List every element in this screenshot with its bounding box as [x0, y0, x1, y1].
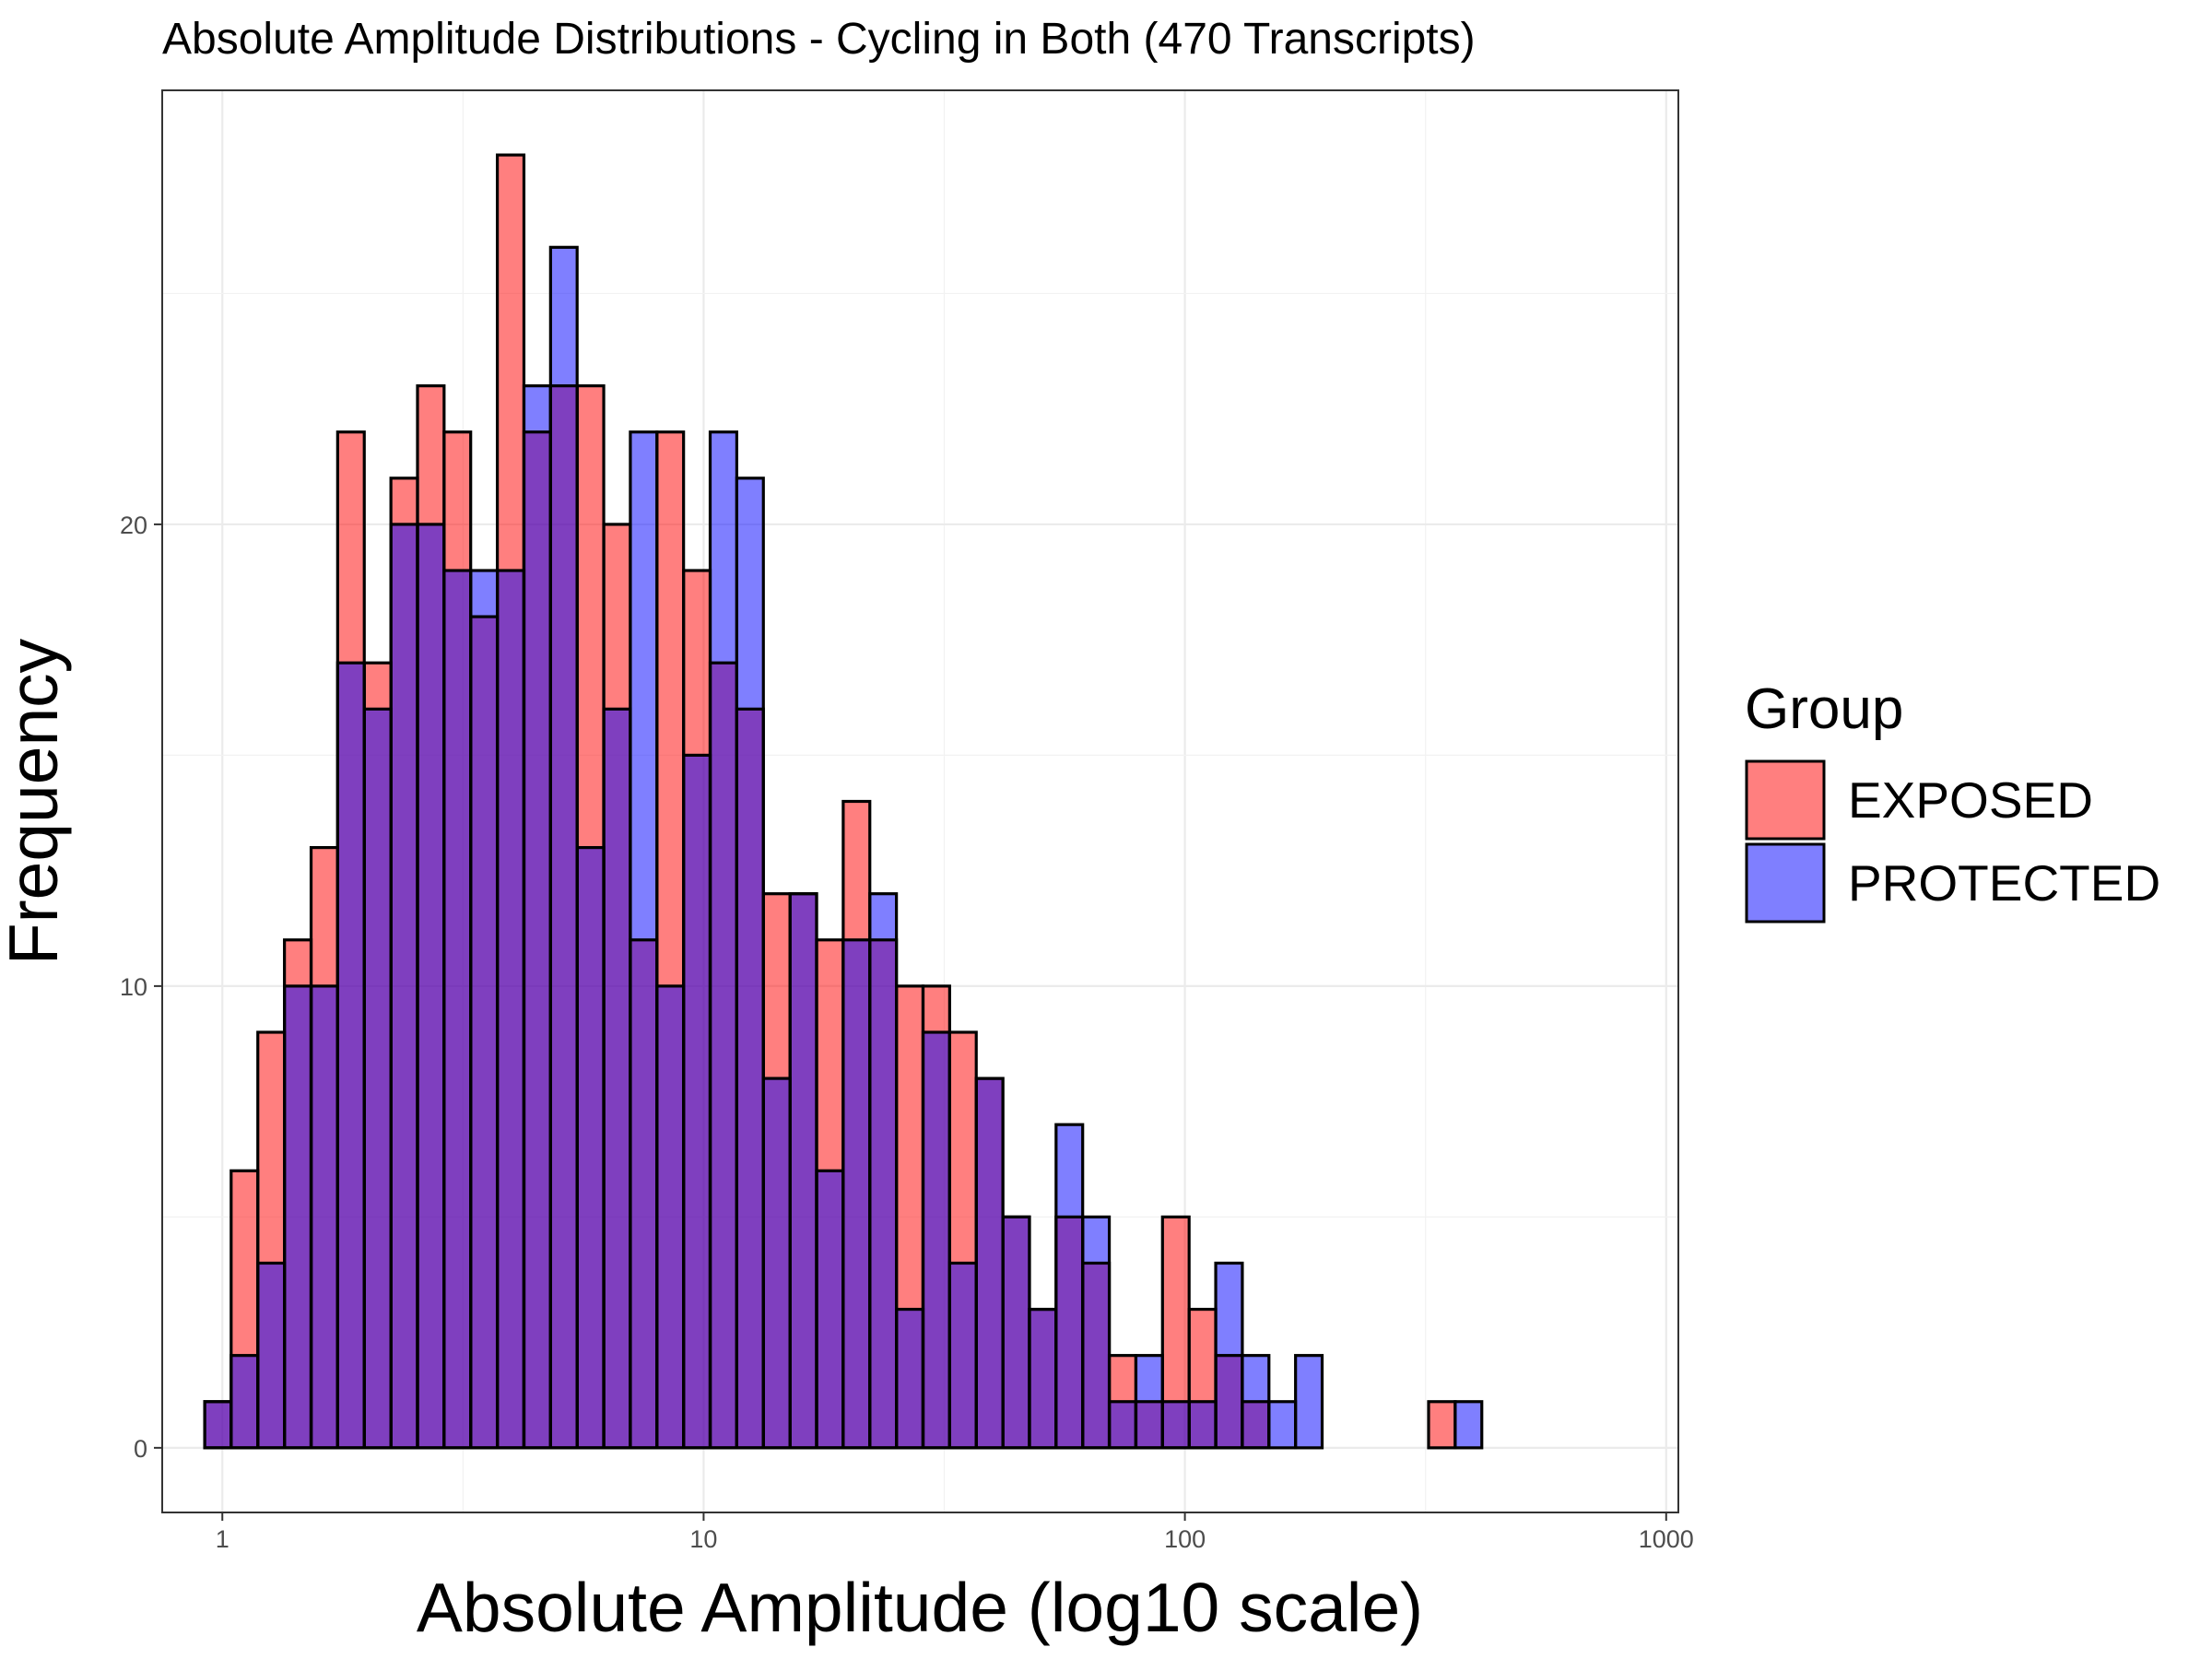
histogram-bars — [205, 155, 1482, 1448]
bar-protected — [790, 893, 818, 1448]
bar-protected — [710, 431, 737, 1448]
bar-protected — [1082, 1217, 1110, 1448]
bar-outline-protected — [735, 477, 765, 1450]
bar-protected — [391, 524, 418, 1448]
bar-protected — [1109, 1401, 1136, 1448]
plot-border — [161, 89, 1679, 1513]
bar-protected — [497, 571, 524, 1448]
bar-protected — [817, 1171, 843, 1448]
bar-protected — [524, 385, 551, 1448]
bar-protected — [896, 1309, 924, 1448]
bar-protected — [1003, 1217, 1030, 1448]
histogram-outlines — [203, 153, 1484, 1450]
bar-protected — [1189, 1401, 1217, 1448]
legend-swatch-exposed — [1745, 759, 1826, 841]
bar-protected — [1454, 1401, 1482, 1448]
bar-outline-protected — [1453, 1400, 1484, 1450]
bar-protected — [683, 755, 711, 1448]
bar-protected — [604, 709, 630, 1448]
bar-protected — [284, 985, 312, 1448]
legend-swatch-protected — [1745, 842, 1826, 924]
chart-title: Absolute Amplitude Distributions - Cycli… — [162, 15, 1476, 64]
bar-protected — [550, 247, 578, 1448]
bar-protected — [1162, 1401, 1190, 1448]
bar-protected — [656, 985, 684, 1448]
bar-outline-protected — [921, 1030, 951, 1450]
bar-protected — [949, 1263, 977, 1448]
bar-protected — [976, 1078, 1004, 1448]
bar-protected — [364, 709, 392, 1448]
legend-label-protected: PROTECTED — [1848, 854, 2160, 912]
x-axis-label: Absolute Amplitude (log10 scale) — [417, 1569, 1423, 1646]
bar-outline-protected — [868, 892, 899, 1450]
legend-title: Group — [1745, 677, 1903, 741]
bar-protected — [230, 1355, 258, 1448]
bar-protected — [470, 571, 498, 1448]
bar-protected — [923, 1031, 950, 1448]
bar-protected — [1029, 1309, 1056, 1448]
x-tick-label: 10 — [689, 1525, 717, 1553]
bar-protected — [577, 847, 605, 1448]
legend-label-exposed: EXPOSED — [1848, 771, 2093, 829]
bar-protected — [257, 1263, 285, 1448]
bar-protected — [1055, 1124, 1083, 1448]
bar-protected — [311, 985, 338, 1448]
y-axis-label: Frequency — [0, 638, 72, 965]
bar-protected — [763, 1078, 791, 1448]
x-tick-label: 1 — [216, 1525, 229, 1553]
bar-protected — [842, 939, 870, 1448]
bar-protected — [443, 571, 471, 1448]
y-tick-label: 10 — [120, 973, 147, 1001]
bar-protected — [417, 524, 444, 1448]
y-tick-label: 0 — [134, 1435, 147, 1463]
y-axis-ticks: 0 10 20 — [120, 512, 162, 1463]
bar-outline-protected — [1294, 1354, 1324, 1450]
x-tick-label: 100 — [1164, 1525, 1206, 1553]
bar-protected — [205, 1401, 231, 1448]
bar-outline-protected — [629, 430, 659, 1450]
bar-protected — [337, 663, 365, 1448]
bar-outline-protected — [1081, 1215, 1112, 1450]
x-tick-label: 1000 — [1639, 1525, 1694, 1553]
bar-protected — [1295, 1355, 1323, 1448]
legend: Group EXPOSED PROTECTED — [1745, 677, 2160, 924]
bar-protected — [1268, 1401, 1296, 1448]
bar-protected — [869, 893, 897, 1448]
x-axis-ticks: 1 10 100 1000 — [216, 1512, 1694, 1553]
y-tick-label: 20 — [120, 512, 147, 539]
bar-exposed — [1429, 1401, 1455, 1448]
bar-protected — [736, 477, 764, 1448]
